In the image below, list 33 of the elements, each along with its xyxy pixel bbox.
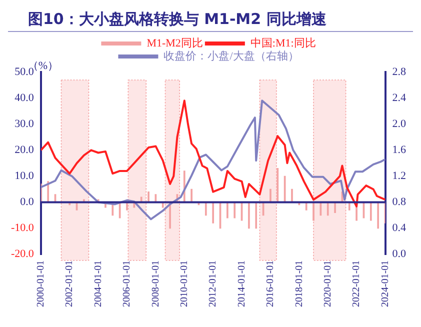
- x-tick-label: 2022-01-01: [351, 260, 362, 308]
- y2-tick-label: 1.2: [392, 170, 406, 182]
- x-tick-label: 2016-01-01: [265, 260, 276, 308]
- y2-tick-label: 2.0: [392, 118, 406, 130]
- y2-tick-label: 2.4: [392, 92, 406, 104]
- x-tick-label: 2010-01-01: [179, 260, 190, 308]
- x-tick-label: 2014-01-01: [236, 260, 248, 308]
- x-tick-label: 2018-01-01: [294, 260, 305, 308]
- y-tick-label: 30.0: [14, 118, 34, 130]
- chart-title: 图10：大小盘风格转换与 M1-M2 同比增速: [8, 8, 413, 32]
- y2-tick-label: 2.8: [392, 66, 406, 78]
- legend-label: 收盘价：小盘/大盘（右轴）: [164, 49, 299, 62]
- y-tick-label: 10.0: [14, 170, 34, 182]
- x-tick-label: 2020-01-01: [322, 260, 334, 308]
- x-tick-label: 2004-01-01: [92, 260, 104, 308]
- y-tick-label: 0.0: [20, 196, 34, 208]
- x-tick-label: 2002-01-01: [64, 260, 76, 308]
- y-tick-label: 20.0: [14, 144, 34, 156]
- legend-label: 中国:M1:同比: [250, 36, 316, 50]
- y-tick-label: -10.0: [10, 222, 34, 234]
- y2-tick-label: 0.4: [392, 222, 406, 234]
- x-tick-label: 2000-01-01: [36, 260, 47, 308]
- y2-tick-label: 1.6: [392, 144, 406, 156]
- x-tick-label: 2008-01-01: [150, 260, 162, 308]
- y-tick-label: 50.0: [14, 66, 34, 78]
- x-tick-label: 2024-01-01: [380, 260, 391, 308]
- y2-tick-label: 0.0: [392, 248, 406, 260]
- x-tick-label: 2012-01-01: [208, 260, 219, 308]
- y2-tick-label: 0.8: [392, 196, 406, 208]
- legend-label: M1-M2同比: [146, 36, 203, 50]
- y-tick-label: -20.0: [10, 248, 34, 260]
- y-tick-label: 40.0: [14, 92, 34, 104]
- x-tick-label: 2006-01-01: [122, 260, 133, 308]
